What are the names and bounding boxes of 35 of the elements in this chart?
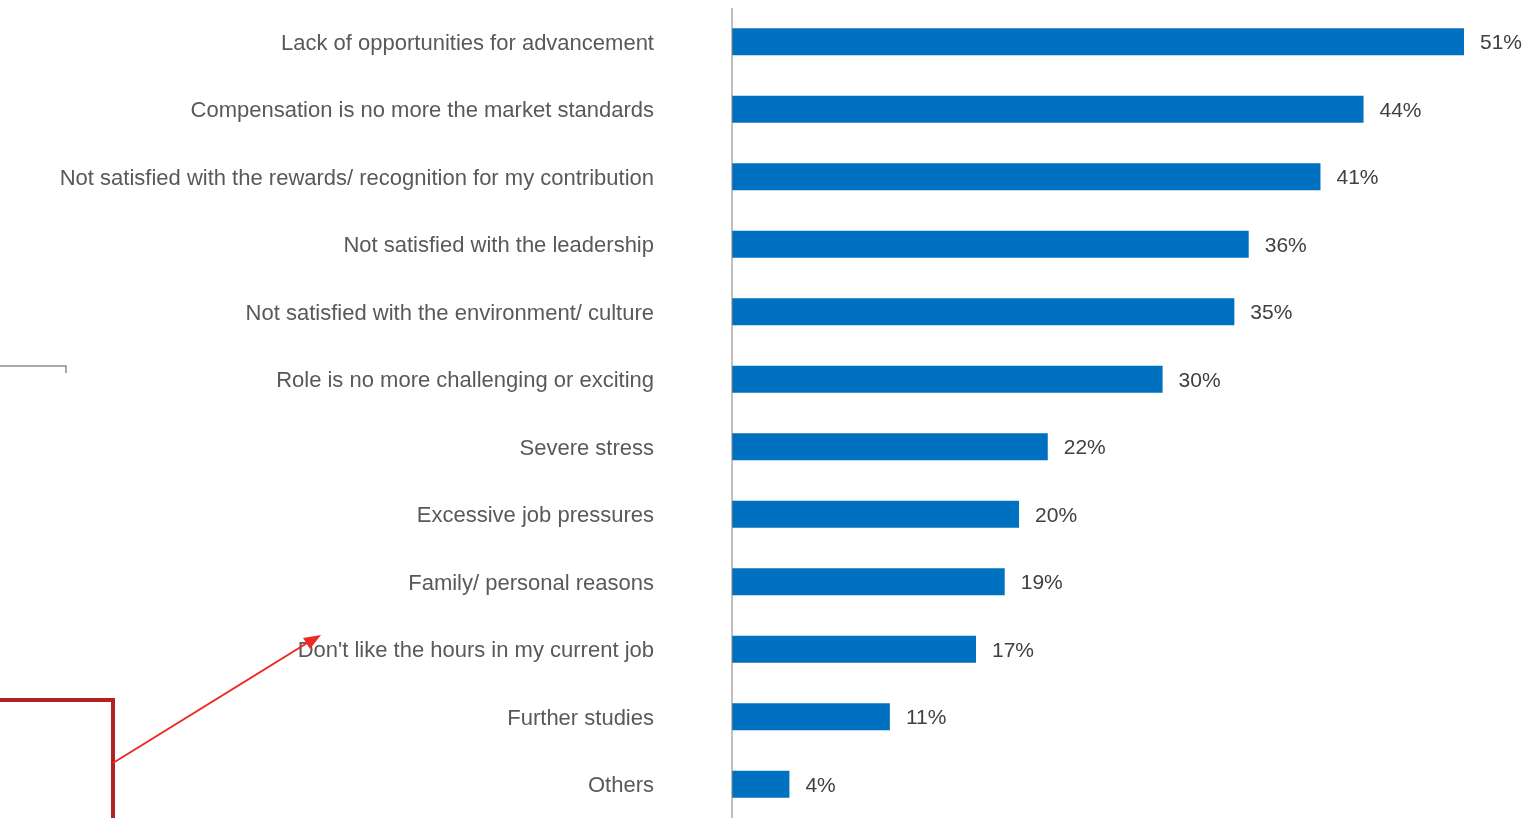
data-label: 41% (1336, 165, 1379, 189)
y-tick-label: Role is no more challenging or exciting (276, 367, 654, 393)
y-tick-label: Severe stress (519, 434, 654, 460)
data-label: 17% (992, 637, 1035, 661)
data-label: 36% (1264, 232, 1307, 256)
bar (732, 230, 1249, 258)
bar (732, 433, 1048, 461)
y-tick-label: Lack of opportunities for advancement (280, 29, 654, 55)
data-label: 11% (905, 705, 947, 729)
data-label: 51% (1480, 30, 1523, 54)
y-tick-label: Not satisfied with the leadership (343, 232, 654, 258)
y-tick-label: Excessive job pressures (416, 502, 654, 528)
bar (732, 95, 1364, 123)
bar (732, 163, 1321, 191)
bar (732, 365, 1163, 393)
bar (732, 28, 1464, 56)
bar (732, 703, 890, 731)
y-tick-label: Not satisfied with the environment/ culture (245, 299, 654, 325)
bar (732, 635, 976, 663)
y-tick-label: Compensation is no more the market standards (190, 97, 654, 123)
data-label: 22% (1063, 435, 1106, 459)
data-label: 35% (1250, 300, 1293, 324)
bar (732, 298, 1235, 326)
bar (732, 500, 1020, 528)
y-tick-label: Not satisfied with the rewards/ recognition for my contribution (59, 164, 654, 190)
bar (732, 568, 1005, 596)
data-label: 4% (805, 772, 836, 796)
data-label: 44% (1379, 97, 1422, 121)
data-label: 30% (1178, 367, 1221, 391)
y-tick-label: Others (587, 772, 654, 798)
bar (732, 770, 790, 798)
data-label: 20% (1035, 502, 1078, 526)
data-label: 19% (1020, 570, 1063, 594)
y-tick-label: Further studies (507, 704, 654, 730)
y-tick-label: Family/ personal reasons (408, 569, 654, 595)
